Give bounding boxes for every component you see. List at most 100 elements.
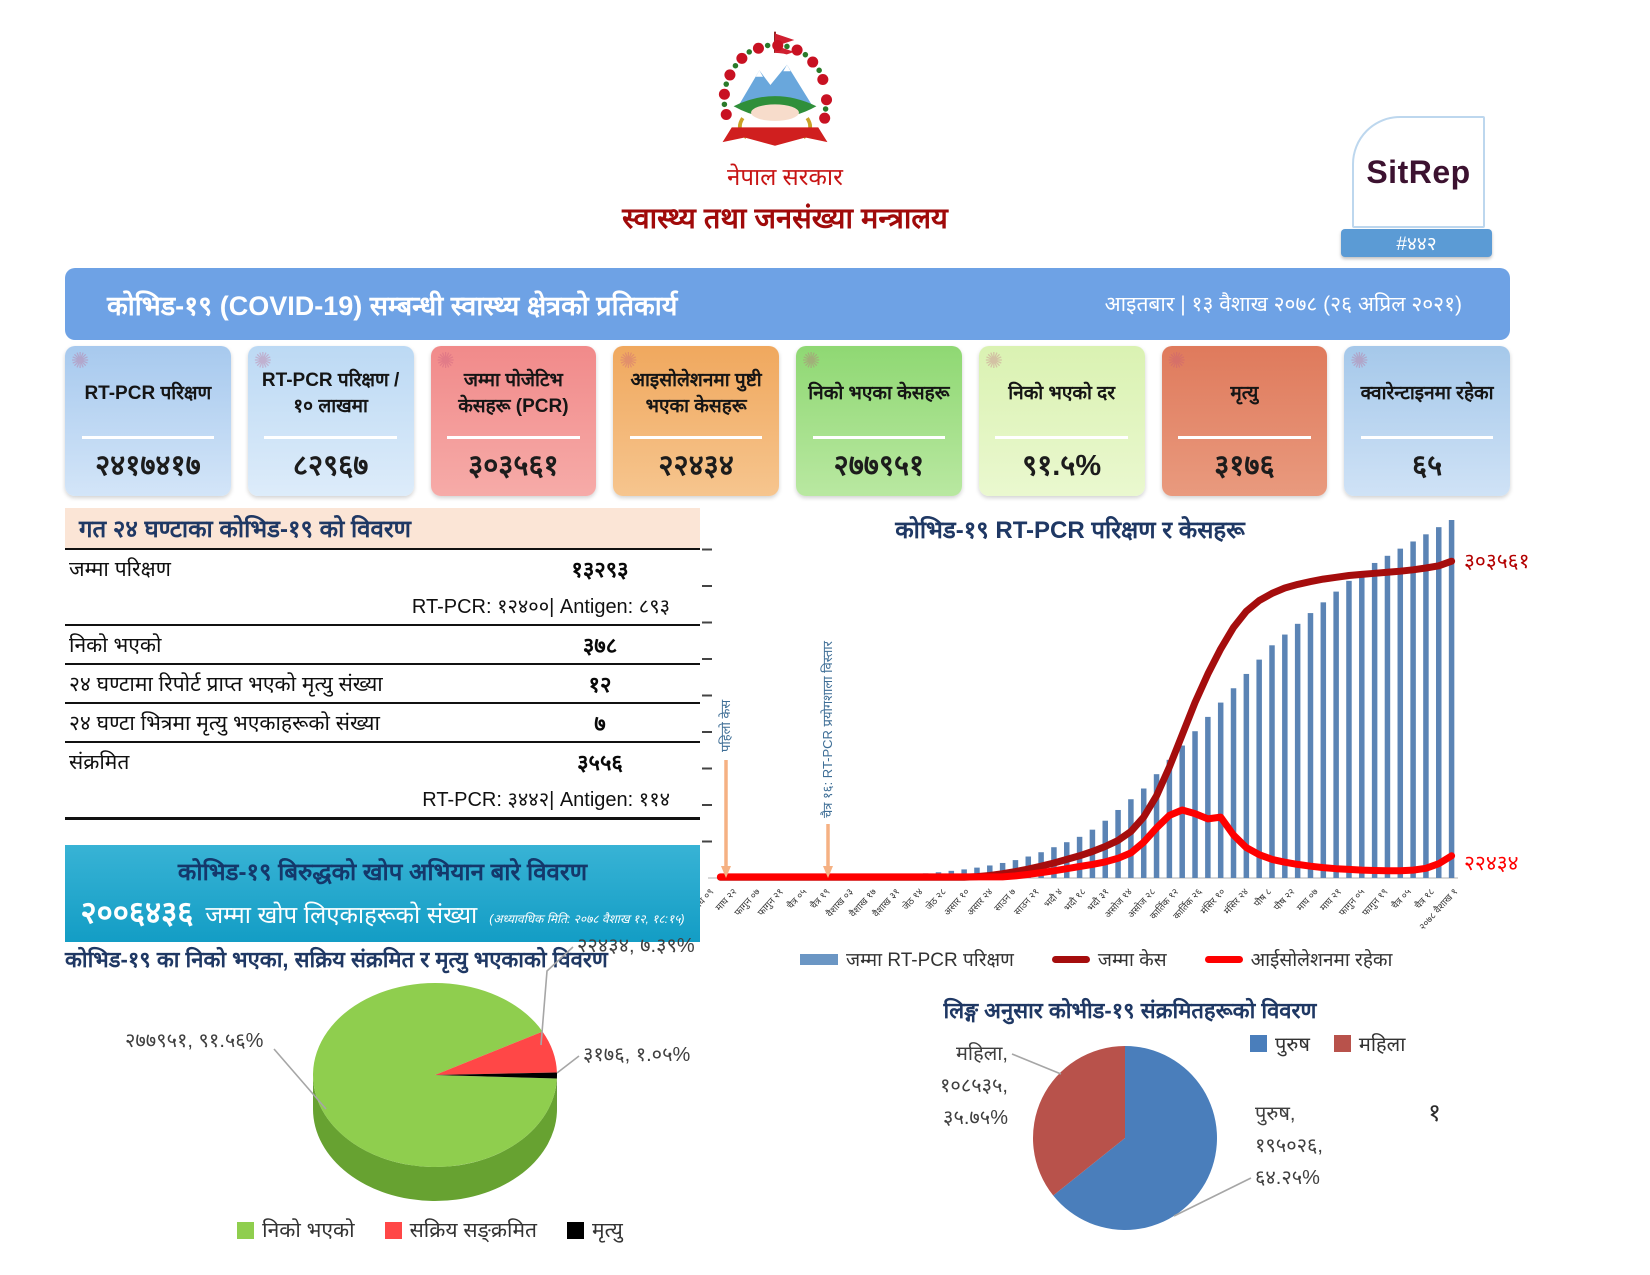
recovery-pie-legend: निको भएको सक्रिय सङ्क्रमित मृत्यु [140, 1216, 720, 1244]
gender-pie-title: लिङ्ग अनुसार कोभीड-१९ संक्रमितहरूको विवर… [943, 998, 1317, 1023]
page-number: १ [1428, 1099, 1442, 1127]
svg-text:चैत्र १६: RT-PCR प्रयोगशाला वि: चैत्र १६: RT-PCR प्रयोगशाला विस्तार [820, 640, 835, 818]
svg-text:१९५०२६,: १९५०२६, [1255, 1135, 1323, 1157]
table-row: संक्रमित ३५५६ [65, 741, 700, 780]
stat-card-value: २७७९५१ [833, 450, 925, 482]
legend-swatch-red [384, 1221, 402, 1239]
svg-text:साउन २१: साउन २१ [1012, 887, 1042, 918]
svg-text:१०८५३५,: १०८५३५, [940, 1075, 1008, 1097]
svg-text:३०३५६१: ३०३५६१ [1464, 550, 1530, 573]
legend-swatch-male [1250, 1035, 1267, 1052]
svg-text:मंसिर १०: मंसिर १० [1198, 886, 1228, 917]
legend-item-recovered: निको भएको [237, 1216, 355, 1244]
row-label: संक्रमित [69, 750, 130, 774]
stat-card-value: ८२९६७ [292, 450, 369, 482]
row-label: जम्मा परिक्षण [69, 557, 171, 581]
stat-card-label: क्वारेन्टाइनमा रहेका [1360, 383, 1494, 405]
gender-pie-chart: महिला, १०८५३५, ३५.७५% पुरुष, १९५०२६, ६४.२५% [940, 1042, 1323, 1230]
card-divider [447, 436, 580, 439]
stat-card-recovered: ✺ निको भएका केसहरू २७७९५१ [796, 346, 962, 496]
legend-swatch-isolation-line [1204, 955, 1243, 963]
table-row: २४ घण्टामा रिपोर्ट प्राप्त भएको मृत्यु स… [65, 663, 700, 702]
sitrep-badge: SitRep [1352, 116, 1485, 228]
row-label: २४ घण्टामा रिपोर्ट प्राप्त भएको मृत्यु स… [69, 672, 383, 696]
svg-text:असार २४: असार २४ [965, 887, 995, 919]
svg-text:३१७६, १.०५%: ३१७६, १.०५% [583, 1044, 690, 1066]
stat-card-value: २२४३४ [658, 450, 734, 482]
table-subrow: RT-PCR: ३४४२| Antigen: ११४ [65, 780, 700, 817]
rtpcr-chart-title: कोभिड-१९ RT-PCR परिक्षण र केसहरू [895, 517, 1245, 544]
vaccine-updated-note: (अध्यावधिक मिति: २०७८ वैशाख १२, १८:१५) [489, 911, 685, 926]
last24-table: जम्मा परिक्षण १३२९३ RT-PCR: १२४००| Antig… [65, 548, 700, 820]
svg-text:भदौ १८: भदौ १८ [1061, 886, 1088, 914]
recovery-pie-chart: २७७९५१, ९१.५६% २२४३४, ७.३९% ३१७६, १.०५% [125, 935, 695, 1201]
table-subrow: RT-PCR: १२४००| Antigen: ८९३ [65, 587, 700, 624]
virus-icon: ✺ [436, 348, 455, 373]
sitrep-number: #४४२ [1341, 229, 1492, 257]
report-title-bar: कोभिड-१९ (COVID-19) सम्बन्धी स्वास्थ्य क… [65, 268, 1510, 340]
nepal-government-emblem [695, 28, 855, 166]
card-divider [1178, 436, 1311, 439]
svg-text:६४.२५%: ६४.२५% [1255, 1167, 1320, 1189]
svg-text:पौष २२: पौष २२ [1271, 886, 1297, 913]
stat-card-isolation-cases: ✺ आइसोलेशनमा पुष्टी भएका केसहरू २२४३४ [613, 346, 779, 496]
legend-label: मृत्यु [592, 1219, 623, 1242]
sitrep-label: SitRep [1366, 153, 1471, 190]
legend-item-female: महिला [1333, 1030, 1406, 1057]
legend-label: जम्मा केस [1097, 950, 1167, 971]
row-value: ३७८ [582, 632, 618, 658]
virus-icon: ✺ [1167, 348, 1186, 373]
svg-text:चैत्र ०५: चैत्र ०५ [784, 886, 809, 912]
virus-icon: ✺ [253, 348, 273, 373]
rtpcr-chart-legend: जम्मा RT-PCR परिक्षण जम्मा केस आईसोलेशनम… [800, 946, 1392, 972]
stat-card-rtpcr-tests: ✺ RT-PCR परिक्षण २४१७४१७ [65, 346, 231, 496]
svg-text:फागुन १९: फागुन १९ [1360, 887, 1390, 919]
row-subtext: RT-PCR: १२४००| Antigen: ८९३ [411, 596, 670, 618]
stat-card-deaths: ✺ मृत्यु ३१७६ [1161, 346, 1328, 496]
card-divider [629, 436, 763, 439]
stat-cards-row: ✺ RT-PCR परिक्षण २४१७४१७ ✺ RT-PCR परिक्ष… [65, 346, 1510, 496]
stat-card-label: आइसोलेशनमा पुष्टी भएका केसहरू [630, 370, 762, 417]
legend-label: जम्मा RT-PCR परिक्षण [846, 950, 1014, 971]
report-date: आइतबार | १३ वैशाख २०७८ (२६ अप्रिल २०२१) [1104, 293, 1462, 316]
stat-card-value: २४१७४१७ [95, 450, 201, 482]
legend-swatch-green [237, 1221, 255, 1239]
legend-label: पुरुष [1275, 1034, 1310, 1056]
virus-icon: ✺ [71, 348, 90, 373]
vaccine-title: कोभिड-१९ बिरुद्धको खोप अभियान बारे विवरण [177, 858, 588, 886]
gender-pie-legend: पुरुष महिला [1250, 1030, 1405, 1057]
svg-text:३५.७५%: ३५.७५% [943, 1107, 1008, 1129]
stat-card-recovery-rate: ✺ निको भएको दर ९१.५% [978, 346, 1145, 496]
legend-item-male: पुरुष [1250, 1030, 1310, 1057]
ministry-name: स्वास्थ्य तथा जनसंख्या मन्त्रालय [622, 203, 948, 235]
nepal-emblem-icon [718, 31, 833, 146]
row-value: १३२९३ [571, 556, 629, 582]
svg-text:२७७९५१, ९१.५६%: २७७९५१, ९१.५६% [125, 1030, 264, 1052]
stat-card-quarantine: ✺ क्वारेन्टाइनमा रहेका ६५ [1344, 346, 1510, 496]
card-divider [81, 436, 215, 439]
legend-label: महिला [1358, 1034, 1406, 1056]
card-divider [1360, 436, 1494, 439]
legend-label: निको भएको [262, 1219, 355, 1242]
stat-card-label: RT-PCR परिक्षण [84, 383, 212, 405]
svg-text:२२४३४: २२४३४ [1464, 852, 1519, 875]
vaccine-count-label: जम्मा खोप लिएकाहरूको संख्या [205, 901, 478, 929]
report-title: कोभिड-१९ (COVID-19) सम्बन्धी स्वास्थ्य क… [107, 290, 678, 321]
legend-item-isolation: आईसोलेशनमा रहेका [1204, 946, 1392, 972]
card-divider [812, 436, 946, 439]
virus-icon: ✺ [984, 348, 1004, 373]
stat-card-label: निको भएका केसहरू [808, 383, 950, 405]
svg-text:माघ ०९: माघ ०९ [700, 887, 716, 914]
svg-text:पुरुष,: पुरुष, [1255, 1103, 1295, 1126]
svg-text:महिला,: महिला, [956, 1042, 1008, 1065]
row-subtext: RT-PCR: ३४४२| Antigen: ११४ [422, 789, 670, 811]
row-value: १२ [588, 671, 612, 697]
svg-text:फागुन २१: फागुन २१ [756, 887, 786, 919]
card-divider [995, 436, 1128, 439]
svg-text:पहिलो केस: पहिलो केस [718, 700, 733, 752]
stat-card-label: जम्मा पोजेटिभ केसहरू (PCR) [458, 370, 569, 417]
vaccine-info-box: कोभिड-१९ बिरुद्धको खोप अभियान बारे विवरण… [65, 845, 700, 942]
svg-text:माघ ०७: माघ ०७ [1295, 887, 1321, 914]
virus-icon: ✺ [1350, 348, 1369, 373]
